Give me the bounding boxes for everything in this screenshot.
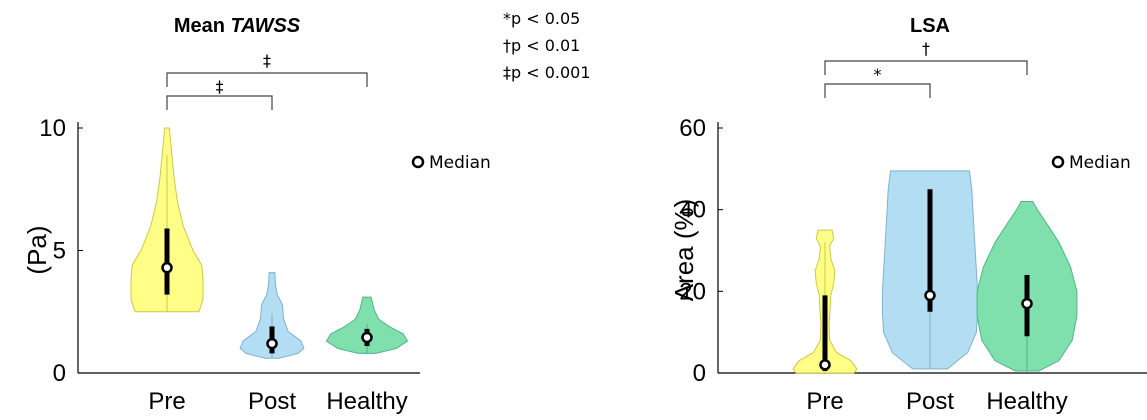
y-axis-label: (Pa) bbox=[22, 225, 52, 274]
category-label: Pre bbox=[806, 388, 843, 415]
category-label: Healthy bbox=[986, 388, 1067, 415]
median-marker bbox=[1021, 297, 1033, 310]
median-marker bbox=[924, 289, 936, 302]
significance-symbol: * bbox=[874, 65, 882, 84]
chart-mean-tawss: Mean TAWSS (Pa) 0 5 10 Pre Post Healthy ‡ ‡ Med… bbox=[22, 15, 491, 415]
median-marker bbox=[361, 331, 373, 344]
sig-key-p001: †p < 0.01 bbox=[503, 36, 580, 55]
chart-title: Mean TAWSS bbox=[174, 15, 301, 37]
category-label: Post bbox=[248, 388, 296, 415]
median-marker bbox=[161, 261, 173, 274]
median-marker bbox=[266, 337, 278, 350]
y-tick-label: 60 bbox=[679, 115, 706, 142]
sig-key-p005: *p < 0.05 bbox=[503, 9, 580, 28]
y-tick-label: 0 bbox=[693, 360, 706, 387]
chart-title: LSA bbox=[910, 15, 950, 37]
significance-symbol: ‡ bbox=[263, 51, 271, 70]
median-marker bbox=[819, 359, 831, 371]
legend: Median bbox=[1051, 153, 1131, 173]
significance-bracket bbox=[166, 72, 368, 87]
sig-key-p0001: ‡p < 0.001 bbox=[503, 63, 591, 82]
chart-lsa: LSA Area (%) 0 20 40 60 Pre Post Healthy * † Med… bbox=[669, 15, 1147, 415]
category-label: Pre bbox=[148, 388, 185, 415]
y-tick-label: 5 bbox=[53, 238, 66, 265]
y-tick-label: 0 bbox=[53, 360, 66, 387]
median-legend-marker bbox=[1051, 155, 1065, 169]
y-axis-label: Area (%) bbox=[669, 199, 699, 302]
category-label: Post bbox=[906, 388, 954, 415]
legend-label: Median bbox=[429, 153, 491, 173]
category-label: Healthy bbox=[326, 388, 407, 415]
significance-bracket bbox=[824, 83, 931, 98]
plot-area: 0 5 10 Pre Post Healthy ‡ ‡ bbox=[39, 51, 420, 415]
plot-area: 0 20 40 60 Pre Post Healthy * † bbox=[679, 39, 1147, 415]
legend-label: Median bbox=[1069, 153, 1131, 173]
y-tick-label: 20 bbox=[679, 278, 706, 305]
significance-symbol: ‡ bbox=[216, 77, 224, 96]
significance-bracket bbox=[824, 60, 1028, 75]
significance-bracket bbox=[166, 95, 273, 110]
legend: Median bbox=[411, 153, 491, 173]
median-legend-marker bbox=[411, 155, 425, 169]
significance-key: *p < 0.05 †p < 0.01 ‡p < 0.001 bbox=[503, 9, 591, 82]
significance-symbol: † bbox=[922, 39, 930, 58]
y-tick-label: 40 bbox=[679, 197, 706, 224]
y-tick-label: 10 bbox=[39, 115, 66, 142]
